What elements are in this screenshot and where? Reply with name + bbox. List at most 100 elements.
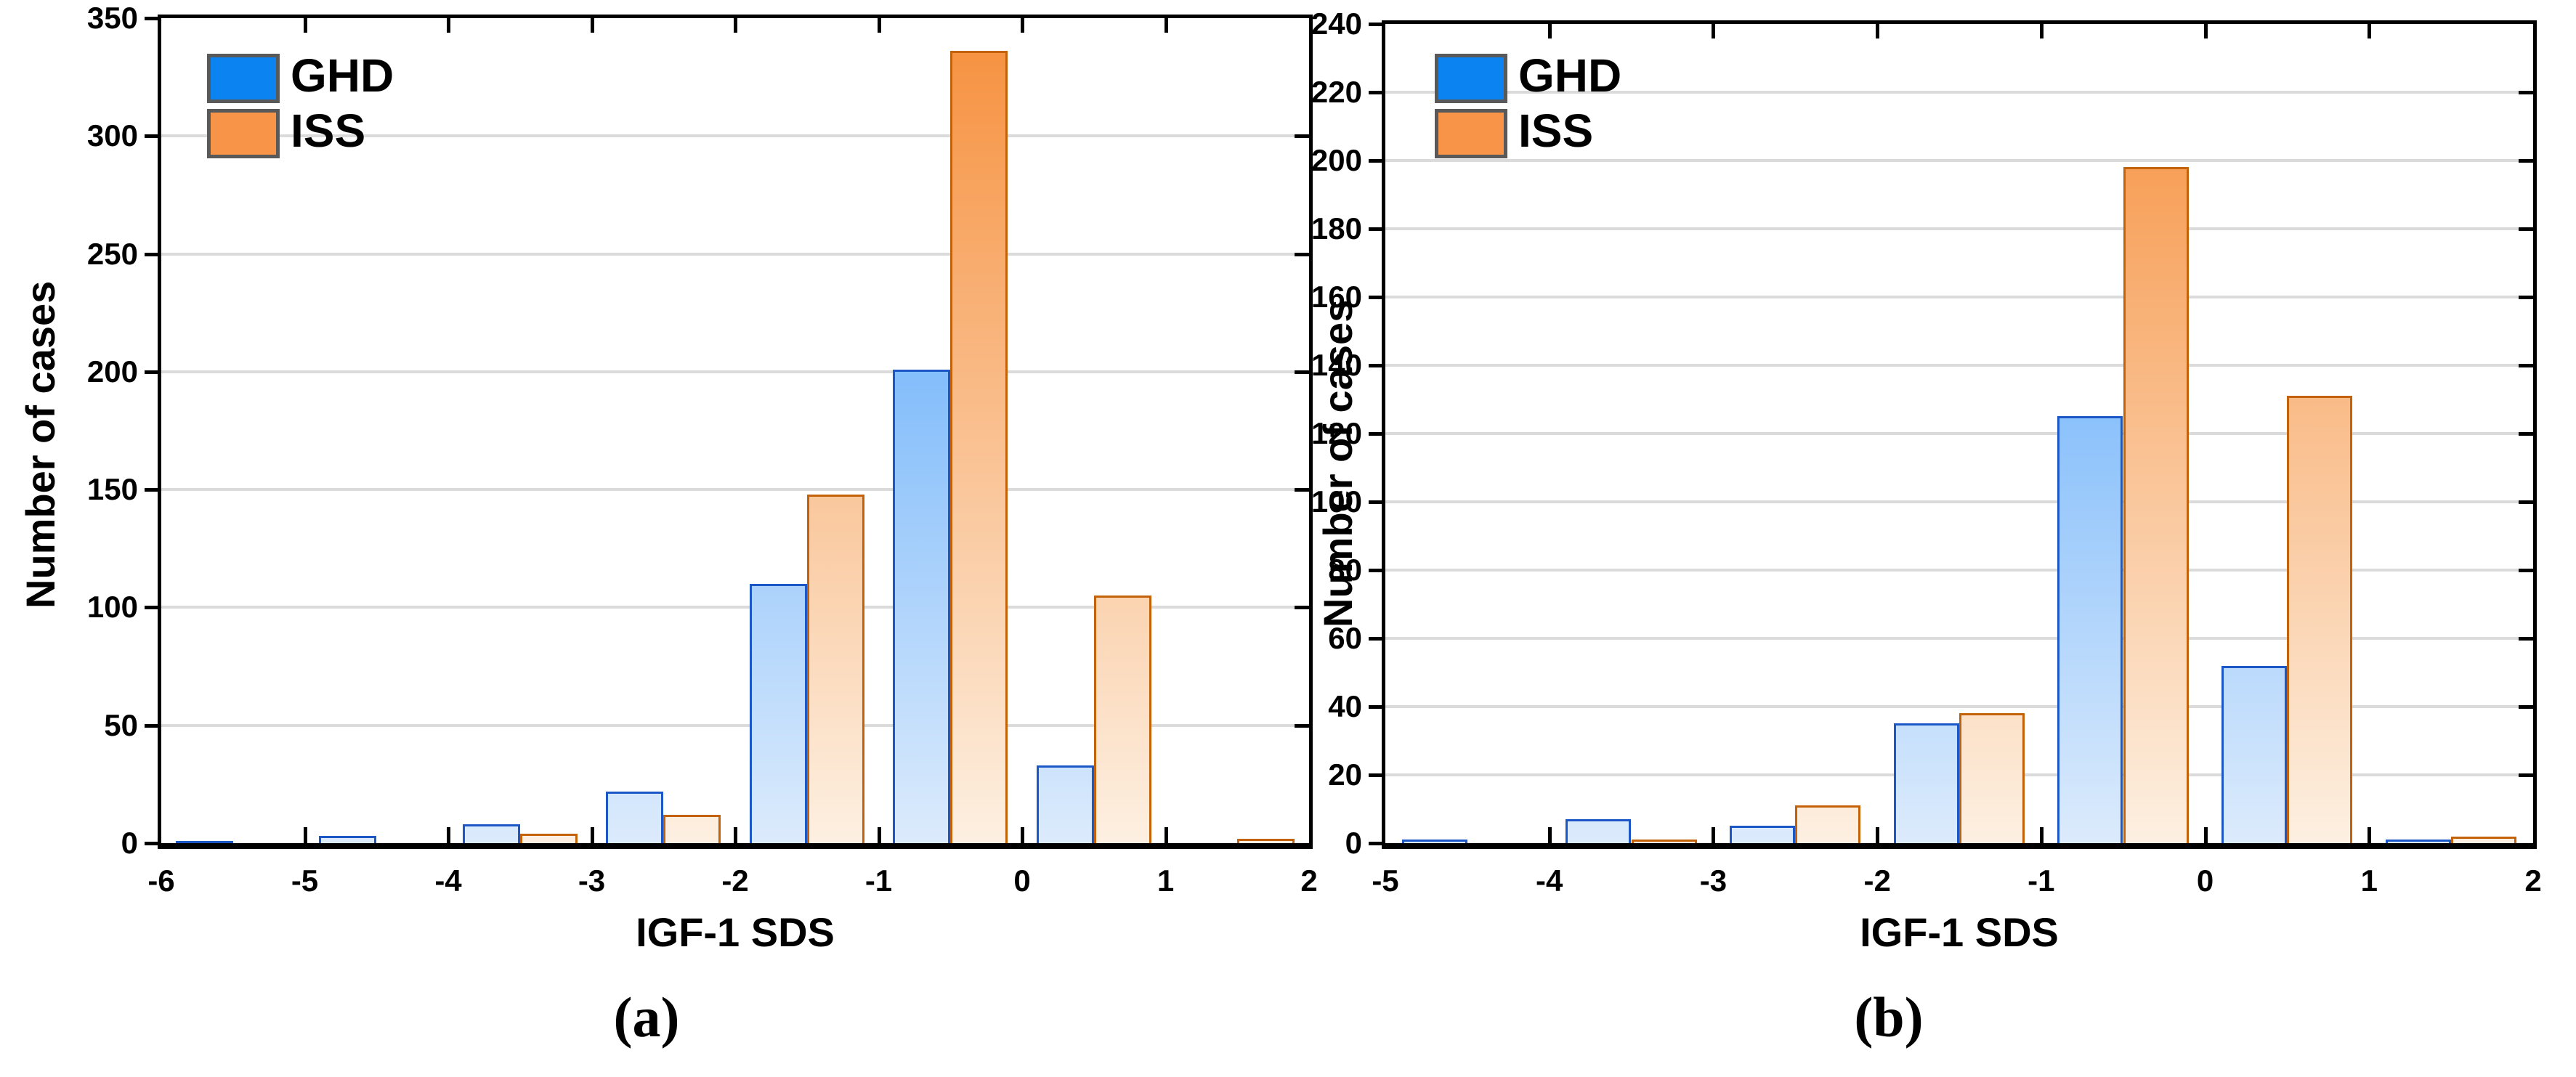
xtick-label-0: 0: [2196, 863, 2214, 898]
xtick-bottom--1: [2039, 827, 2044, 843]
gridline-180: [1385, 227, 2533, 230]
xtick-label--3: -3: [578, 863, 606, 898]
xtick-label--2: -2: [1863, 863, 1891, 898]
gridline-80: [1385, 569, 2533, 572]
xtick-label-1: 1: [1157, 863, 1175, 898]
xtick-label--5: -5: [1372, 863, 1399, 898]
legend-swatch-iss-a: [207, 109, 280, 158]
gridline-140: [1385, 364, 2533, 367]
legend-swatch-ghd-b: [1435, 54, 1507, 103]
ytick-label-160: 160: [1311, 280, 1362, 314]
xtick-top--2: [734, 18, 737, 33]
legend-swatch-ghd-a: [207, 54, 280, 103]
xtick-top--1: [2039, 24, 2044, 38]
xtick-top-0: [1021, 18, 1024, 33]
bar-ghd-bin6: [2386, 840, 2451, 843]
gridline-150: [161, 488, 1309, 492]
xtick-bottom-0: [2203, 827, 2208, 843]
ytick-label-200: 200: [1311, 143, 1362, 177]
ytick-left-0: [1369, 842, 1382, 845]
xtick-label--5: -5: [291, 863, 319, 898]
bar-iss-bin6: [1094, 596, 1151, 843]
ytick-label-40: 40: [1328, 689, 1362, 723]
ytick-right-220: [2519, 91, 2533, 94]
bar-ghd-bin5: [893, 370, 950, 843]
xtick-bottom--2: [734, 827, 737, 843]
xtick-top--2: [1876, 24, 1880, 38]
xtick-bottom--5: [303, 827, 307, 843]
xtick-label--1: -1: [864, 863, 893, 898]
xtick-label--2: -2: [721, 863, 749, 898]
xtick-bottom-1: [2368, 827, 2372, 843]
ytick-label-200: 200: [86, 354, 138, 389]
ytick-left-40: [1369, 705, 1382, 709]
x-axis-title-a: IGF-1 SDS: [636, 909, 835, 955]
bar-ghd-bin0: [176, 841, 233, 843]
ytick-label-120: 120: [1311, 416, 1362, 450]
ytick-label-100: 100: [86, 590, 138, 625]
ytick-right-20: [2519, 773, 2533, 777]
ytick-left-240: [1369, 23, 1382, 26]
ytick-label-0: 0: [1345, 826, 1362, 860]
xtick-label-0: 0: [1013, 863, 1031, 898]
xtick-bottom-0: [1021, 827, 1024, 843]
ytick-label-60: 60: [1328, 621, 1362, 655]
gridline-40: [1385, 705, 2533, 708]
xtick-bottom--3: [590, 827, 594, 843]
bar-ghd-bin5: [2221, 666, 2287, 843]
ytick-label-240: 240: [1311, 7, 1362, 41]
y-axis-title-a: Number of cases: [17, 280, 63, 609]
ytick-right-150: [1295, 488, 1309, 492]
ytick-label-100: 100: [1311, 484, 1362, 519]
bar-iss-bin3: [663, 815, 721, 843]
gridline-200: [161, 370, 1309, 373]
bar-ghd-bin4: [750, 584, 807, 843]
xtick-bottom--4: [1547, 827, 1552, 843]
ytick-right-160: [2519, 296, 2533, 299]
ytick-left-350: [145, 17, 158, 20]
gridline-100: [161, 606, 1309, 609]
bar-iss-bin6: [2451, 837, 2516, 843]
ytick-label-220: 220: [1311, 75, 1362, 109]
bar-ghd-bin4: [2057, 416, 2123, 843]
xtick-label--1: -1: [2028, 863, 2055, 898]
ytick-right-50: [1295, 723, 1309, 728]
ytick-label-0: 0: [121, 826, 138, 860]
bar-iss-bin7: [1237, 839, 1295, 843]
bar-iss-bin2: [1795, 805, 1860, 843]
ytick-right-40: [2519, 705, 2533, 709]
bar-ghd-bin2: [1730, 826, 1795, 843]
ytick-right-250: [1295, 252, 1309, 256]
xtick-label-2: 2: [2524, 863, 2542, 898]
xtick-top--1: [877, 18, 881, 33]
legend-swatch-iss-b: [1435, 109, 1507, 158]
ytick-right-300: [1295, 134, 1309, 139]
ytick-right-180: [2519, 227, 2533, 231]
ytick-left-100: [145, 606, 158, 610]
bar-ghd-bin6: [1037, 765, 1094, 843]
xtick-label-1: 1: [2360, 863, 2378, 898]
caption-a: (a): [613, 985, 680, 1049]
ytick-left-80: [1369, 569, 1382, 572]
bar-ghd-bin3: [606, 792, 663, 843]
ytick-left-200: [145, 370, 158, 374]
xtick-top--5: [303, 18, 307, 33]
gridline-120: [1385, 432, 2533, 435]
ytick-right-100: [1295, 606, 1309, 610]
bar-ghd-bin1: [1566, 819, 1631, 843]
xtick-top--4: [447, 18, 450, 33]
legend-label-ghd-b: GHD: [1518, 49, 1622, 102]
xtick-bottom--4: [447, 827, 450, 843]
ytick-left-120: [1369, 432, 1382, 436]
ytick-label-80: 80: [1328, 553, 1362, 587]
bar-iss-bin4: [2123, 167, 2189, 843]
ytick-left-220: [1369, 91, 1382, 94]
ytick-label-300: 300: [86, 118, 138, 153]
ytick-right-200: [2519, 159, 2533, 163]
bar-iss-bin3: [1959, 713, 2025, 843]
gridline-50: [161, 723, 1309, 727]
xtick-label--4: -4: [434, 863, 462, 898]
xtick-top--4: [1547, 24, 1552, 38]
ytick-left-300: [145, 134, 158, 139]
